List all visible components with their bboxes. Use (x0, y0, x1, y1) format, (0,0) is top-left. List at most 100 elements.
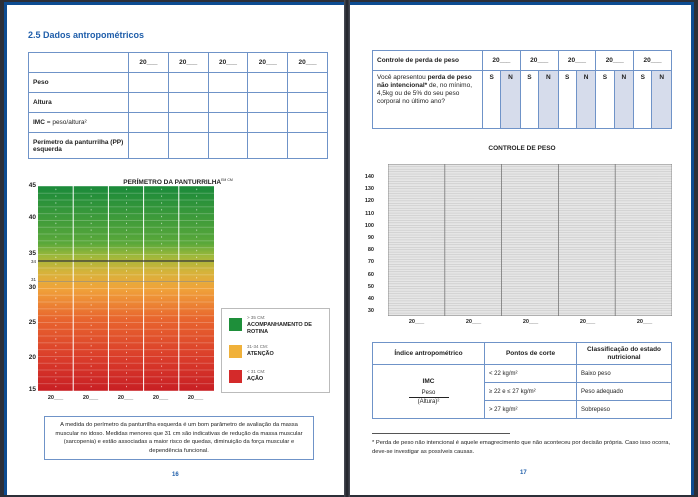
y-tick: 25 (28, 319, 36, 326)
y-tick: 100 (364, 222, 374, 229)
book-spine (344, 0, 350, 497)
yes-option[interactable]: S (595, 70, 615, 129)
no-option[interactable]: N (613, 70, 635, 129)
year-col-header: 20___ (519, 50, 559, 71)
bmi-header: Classificação do estado nutricional (576, 342, 672, 365)
table-row: Você apresentou perda de peso não intenc… (372, 70, 672, 129)
input-cell[interactable] (128, 132, 169, 159)
x-label: 20___ (579, 319, 596, 325)
weight-loss-question: Você apresentou perda de peso não intenc… (372, 70, 483, 129)
input-cell[interactable] (287, 132, 328, 159)
y-tick: 15 (28, 386, 36, 393)
legend-label: AÇÃO (247, 376, 264, 382)
anthropometric-table: 20___ 20___ 20___ 20___ 20___ Peso Altur… (28, 52, 328, 159)
legend-swatch-green (229, 318, 242, 331)
bmi-class: Peso adequado (576, 382, 672, 401)
page-number: 17 (520, 470, 527, 476)
input-cell[interactable] (287, 92, 328, 113)
input-cell[interactable] (128, 112, 169, 133)
bmi-formula-num: Peso (421, 390, 436, 396)
year-col-header: 20___ (247, 52, 289, 73)
input-cell[interactable] (167, 132, 209, 159)
input-cell[interactable] (207, 112, 249, 133)
no-option[interactable]: N (538, 70, 559, 129)
yes-option[interactable]: S (519, 70, 540, 129)
y-tick: 35 (28, 250, 36, 257)
input-cell[interactable] (128, 92, 169, 113)
row-label-altura: Altura (28, 92, 129, 113)
legend-label: ATENÇÃO (247, 351, 274, 357)
y-tick: 130 (364, 186, 374, 193)
input-cell[interactable] (247, 92, 289, 113)
page-number: 16 (172, 472, 179, 478)
y-tick: 30 (28, 284, 36, 291)
bmi-header: Pontos de corte (484, 342, 577, 365)
input-cell[interactable] (128, 72, 169, 93)
legend-range: < 31 CM: (247, 369, 266, 374)
weight-loss-header: Controle de perda de peso (372, 50, 483, 71)
input-cell[interactable] (167, 92, 209, 113)
legend-range: 31-34 CM: (247, 344, 269, 349)
input-cell[interactable] (287, 72, 328, 93)
bmi-index-cell: IMC Peso (Altura)² (372, 364, 485, 419)
input-cell[interactable] (207, 72, 249, 93)
y-tick: 50 (367, 283, 374, 290)
y-tick: 120 (364, 198, 374, 205)
bmi-formula-den: (Altura)² (417, 399, 440, 405)
no-option[interactable]: N (500, 70, 521, 129)
calf-chart-grid (38, 186, 214, 391)
table-row: IMC Peso (Altura)² < 22 kg/m² Baixo peso (372, 364, 672, 419)
no-option[interactable]: N (575, 70, 597, 129)
year-col-header: 20___ (207, 52, 249, 73)
bmi-class: Sobrepeso (576, 400, 672, 419)
bmi-cut: > 27 kg/m² (484, 400, 577, 419)
bmi-header: Índice antropométrico (372, 342, 485, 365)
input-cell[interactable] (247, 72, 289, 93)
yes-option[interactable]: S (557, 70, 577, 129)
calf-note: A medida do perímetro da panturrilha esq… (44, 416, 314, 460)
y-tick: 70 (367, 259, 374, 266)
x-label: 20___ (117, 395, 134, 401)
y-tick: 110 (365, 210, 374, 217)
year-col-header: 20___ (595, 50, 635, 71)
bmi-table: Índice antropométrico Pontos de corte Cl… (372, 342, 672, 419)
y-tick: 40 (28, 214, 36, 221)
top-accent-bar (4, 2, 344, 5)
row-label-pp: Perímetro da panturrilha (PP) esquerda (28, 132, 129, 159)
weight-chart-grid (388, 164, 672, 316)
y-tick: 60 (367, 271, 374, 278)
input-cell[interactable] (207, 92, 249, 113)
input-cell[interactable] (247, 132, 289, 159)
blank-header-cell (28, 52, 129, 73)
input-cell[interactable] (167, 72, 209, 93)
year-col-header: 20___ (633, 50, 672, 71)
x-label: 20___ (47, 395, 64, 401)
input-cell[interactable] (207, 132, 249, 159)
input-cell[interactable] (287, 112, 328, 133)
top-accent-bar (350, 2, 694, 5)
x-label: 20___ (465, 319, 482, 325)
x-label: 20___ (636, 319, 653, 325)
input-cell[interactable] (167, 112, 209, 133)
bmi-fraction-line (408, 397, 449, 398)
x-label: 20___ (82, 395, 99, 401)
y-tick: 90 (367, 235, 374, 241)
bmi-class: Baixo peso (576, 364, 672, 383)
y-tick: 31 (30, 277, 36, 282)
y-tick: 80 (367, 247, 374, 254)
table-row: Perímetro da panturrilha (PP) esquerda (28, 132, 328, 159)
bmi-index-label: IMC (422, 378, 435, 385)
y-tick: 140 (364, 174, 374, 180)
year-col-header: 20___ (128, 52, 169, 73)
legend-label: ACOMPANHAMENTO DE ROTINA (247, 322, 312, 335)
footnote-rule (372, 433, 510, 434)
x-label: 20___ (187, 395, 204, 401)
yes-option[interactable]: S (481, 70, 502, 129)
no-option[interactable]: N (651, 70, 672, 129)
table-row: > 27 kg/m² Sobrepeso (373, 400, 672, 419)
input-cell[interactable] (247, 112, 289, 133)
year-col-header: 20___ (287, 52, 328, 73)
yes-option[interactable]: S (633, 70, 653, 129)
year-col-header: 20___ (557, 50, 597, 71)
right-page: Controle de perda de peso 20___ 20___ 20… (350, 2, 694, 495)
